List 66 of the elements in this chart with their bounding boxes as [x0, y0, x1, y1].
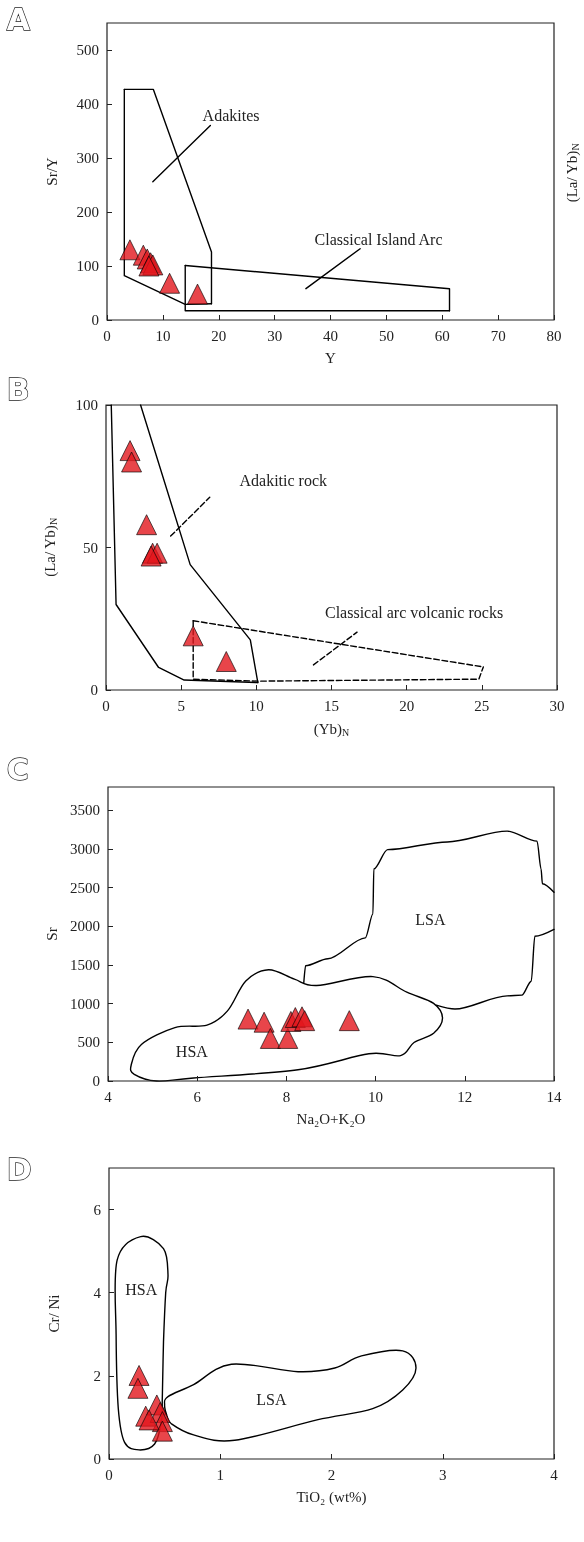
x-tick-label: 30: [267, 327, 283, 344]
y-tick-label: 3000: [70, 840, 100, 857]
annotation: Classical arc volcanic rocks: [324, 603, 504, 621]
y-tick-label: 2500: [70, 879, 100, 896]
y-tick-label: 0: [93, 1451, 101, 1467]
x-tick-label: 30: [549, 697, 565, 714]
x-tick-label: 5: [177, 697, 185, 714]
x-tick-label: 0: [105, 1466, 113, 1483]
annotation: LSA: [256, 1391, 287, 1409]
annotation: Classical Island Arc: [314, 230, 443, 248]
y-axis-title: Cr/ Ni: [45, 1294, 62, 1333]
x-tick-label: 8: [282, 1088, 291, 1105]
y-tick-label: 100: [75, 397, 98, 413]
x-tick-label: 60: [434, 327, 450, 344]
chart-title: B: [6, 372, 30, 408]
y-tick-label: 3500: [70, 802, 100, 819]
x-tick-label: 10: [368, 1088, 384, 1105]
y-tick-label: 50: [83, 539, 98, 556]
annotation: Adakites: [202, 107, 260, 125]
y-tick-label: 0: [90, 682, 98, 698]
chart-title: C: [6, 752, 29, 788]
y-axis-title: Sr/Y: [43, 157, 60, 186]
y-tick-label: 500: [76, 42, 99, 58]
y-axis-title: Sr: [43, 927, 60, 941]
annotation: HSA: [175, 1043, 209, 1061]
y-axis-title: (La/ Yb)N: [41, 517, 59, 577]
y2-axis-title: (La/ Yb)N: [564, 143, 581, 203]
y-tick-label: 500: [77, 1034, 100, 1051]
x-axis-title: Y: [325, 349, 337, 366]
x-axis-title: Na₂O+K₂O: [296, 1110, 366, 1127]
y-tick-label: 4: [93, 1284, 102, 1301]
x-tick-label: 50: [378, 327, 394, 344]
x-tick-label: 10: [155, 327, 171, 344]
x-tick-label: 70: [490, 327, 506, 344]
chart-title: D: [6, 1152, 32, 1188]
x-tick-label: 6: [193, 1088, 202, 1105]
y-tick-label: 0: [92, 1073, 100, 1089]
y-tick-label: 100: [76, 258, 99, 274]
x-tick-label: 10: [248, 697, 264, 714]
x-tick-label: 1: [216, 1466, 224, 1483]
y-tick-label: 2: [93, 1367, 101, 1384]
x-tick-label: 14: [546, 1088, 562, 1105]
x-tick-label: 4: [550, 1466, 559, 1483]
y-tick-label: 0: [91, 312, 99, 328]
y-tick-label: 400: [76, 96, 99, 112]
x-tick-label: 80: [546, 327, 562, 344]
x-tick-label: 3: [439, 1466, 447, 1483]
x-tick-label: 25: [474, 697, 490, 714]
chart-title: A: [6, 2, 31, 38]
y-tick-label: 1500: [70, 956, 100, 973]
annotation: HSA: [125, 1280, 158, 1298]
x-tick-label: 12: [457, 1088, 473, 1105]
annotation: Adakitic rock: [239, 472, 328, 490]
y-tick-label: 6: [93, 1201, 102, 1218]
x-tick-label: 2: [327, 1466, 336, 1483]
x-tick-label: 15: [324, 697, 339, 714]
annotation: LSA: [415, 911, 447, 929]
y-tick-label: 2000: [70, 918, 100, 935]
x-axis-title: TiO₂ (wt%): [296, 1488, 367, 1506]
x-tick-label: 40: [323, 327, 338, 344]
y-tick-label: 1000: [70, 995, 100, 1012]
x-tick-label: 20: [211, 327, 227, 344]
y-tick-label: 200: [76, 204, 99, 220]
x-tick-label: 4: [104, 1088, 113, 1105]
x-tick-label: 20: [399, 697, 415, 714]
y-tick-label: 300: [76, 150, 99, 166]
